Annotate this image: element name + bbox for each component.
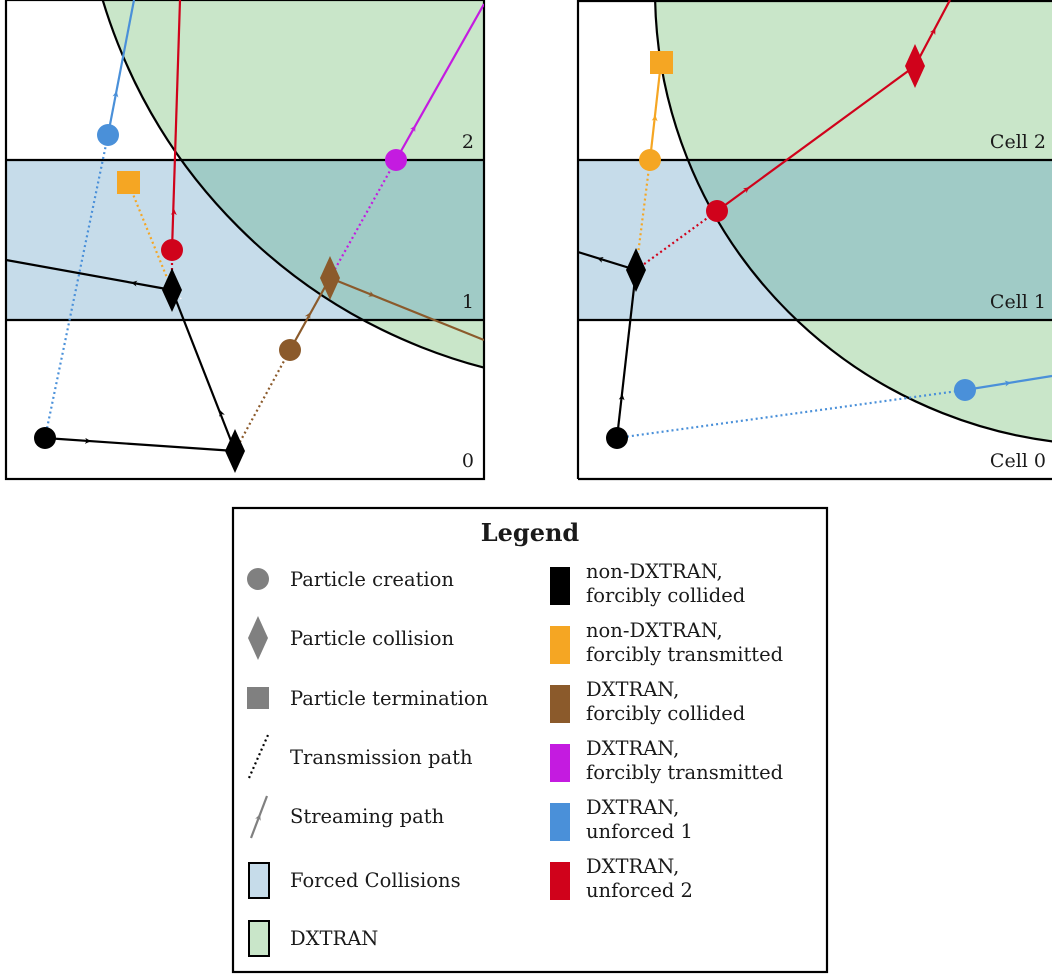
overlap-region — [688, 160, 1052, 320]
particle-label: forcibly transmitted — [586, 643, 783, 666]
legend: Legend Particle creation Particle collis… — [231, 506, 829, 974]
black-collision-2 — [162, 268, 182, 312]
black-collision — [225, 429, 245, 473]
particle-swatch — [550, 567, 570, 605]
particle-label: DXTRAN, — [586, 796, 679, 819]
particle-label: non-DXTRAN, — [586, 619, 723, 642]
brown-stream-right — [329, 276, 484, 342]
legend-symbol-label: Forced Collisions — [290, 869, 461, 892]
particle-label: DXTRAN, — [586, 855, 679, 878]
particle-label: DXTRAN, — [586, 737, 679, 760]
right-cell-label-0: Cell 0 — [990, 450, 1046, 472]
right-cell-label-2: Cell 2 — [990, 131, 1046, 153]
purple-stream — [395, 3, 484, 161]
blue-transmission — [616, 388, 966, 440]
circle-icon — [247, 568, 269, 590]
brown-creation — [279, 339, 301, 361]
overlap-region — [181, 160, 484, 320]
black-stream — [44, 436, 236, 453]
left-cell-label-2: 2 — [462, 131, 474, 153]
black-stream — [615, 269, 638, 439]
red-collision — [905, 44, 925, 88]
black-stream-left — [578, 250, 637, 272]
particle-legend: non-DXTRAN,forcibly collidednon-DXTRAN,f… — [550, 560, 783, 902]
orange-transmission — [634, 159, 652, 271]
blue-stream — [106, 0, 136, 136]
red-stream — [716, 65, 916, 212]
particle-swatch — [550, 862, 570, 900]
square-icon — [247, 687, 269, 709]
diamond-icon — [248, 616, 268, 660]
legend-symbol-label: Particle termination — [290, 687, 489, 710]
particle-label: forcibly collided — [586, 584, 745, 607]
blue-creation — [97, 124, 119, 146]
particle-label: unforced 2 — [586, 879, 693, 902]
green-box-icon — [248, 920, 270, 957]
left-panel: 2 1 0 — [4, 0, 486, 481]
blue-creation — [954, 379, 976, 401]
orange-termination — [117, 171, 140, 194]
particle-label: non-DXTRAN, — [586, 560, 723, 583]
right-cell-label-1: Cell 1 — [990, 291, 1046, 313]
legend-frame — [231, 506, 829, 974]
legend-symbol-label: Particle collision — [290, 627, 455, 650]
legend-symbol-label: Transmission path — [290, 746, 473, 769]
left-panel-frame — [4, 0, 486, 481]
brown-transmission — [234, 349, 291, 452]
legend-symbol-label: Streaming path — [290, 805, 445, 828]
black-stream-left — [6, 258, 173, 292]
particle-swatch — [550, 803, 570, 841]
orange-termination — [650, 51, 673, 74]
red-stream — [170, 0, 182, 251]
legend-symbol-label: DXTRAN — [290, 927, 378, 950]
particle-label: forcibly transmitted — [586, 761, 783, 784]
red-transmission — [635, 210, 718, 271]
red-creation — [161, 239, 183, 261]
orange-stream — [648, 61, 663, 161]
black-creation — [34, 427, 56, 449]
particle-swatch — [550, 626, 570, 664]
black-creation — [606, 427, 628, 449]
particle-swatch — [550, 744, 570, 782]
right-panel: Cell 2 Cell 1 Cell 0 — [576, 0, 1052, 481]
purple-creation — [385, 149, 407, 171]
particle-swatch — [550, 685, 570, 723]
orange-creation — [639, 149, 661, 171]
particle-label: unforced 1 — [586, 820, 693, 843]
black-collision — [626, 248, 646, 292]
left-cell-label-0: 0 — [462, 450, 474, 472]
particle-label: forcibly collided — [586, 702, 745, 725]
blue-box-icon — [248, 862, 270, 899]
brown-collision — [320, 256, 340, 300]
black-stream-up — [170, 289, 237, 452]
red-creation — [706, 200, 728, 222]
particle-label: DXTRAN, — [586, 678, 679, 701]
blue-transmission — [43, 134, 110, 439]
legend-symbol-label: Particle creation — [290, 568, 454, 591]
legend-title: Legend — [481, 518, 580, 547]
left-cell-label-1: 1 — [462, 291, 474, 313]
